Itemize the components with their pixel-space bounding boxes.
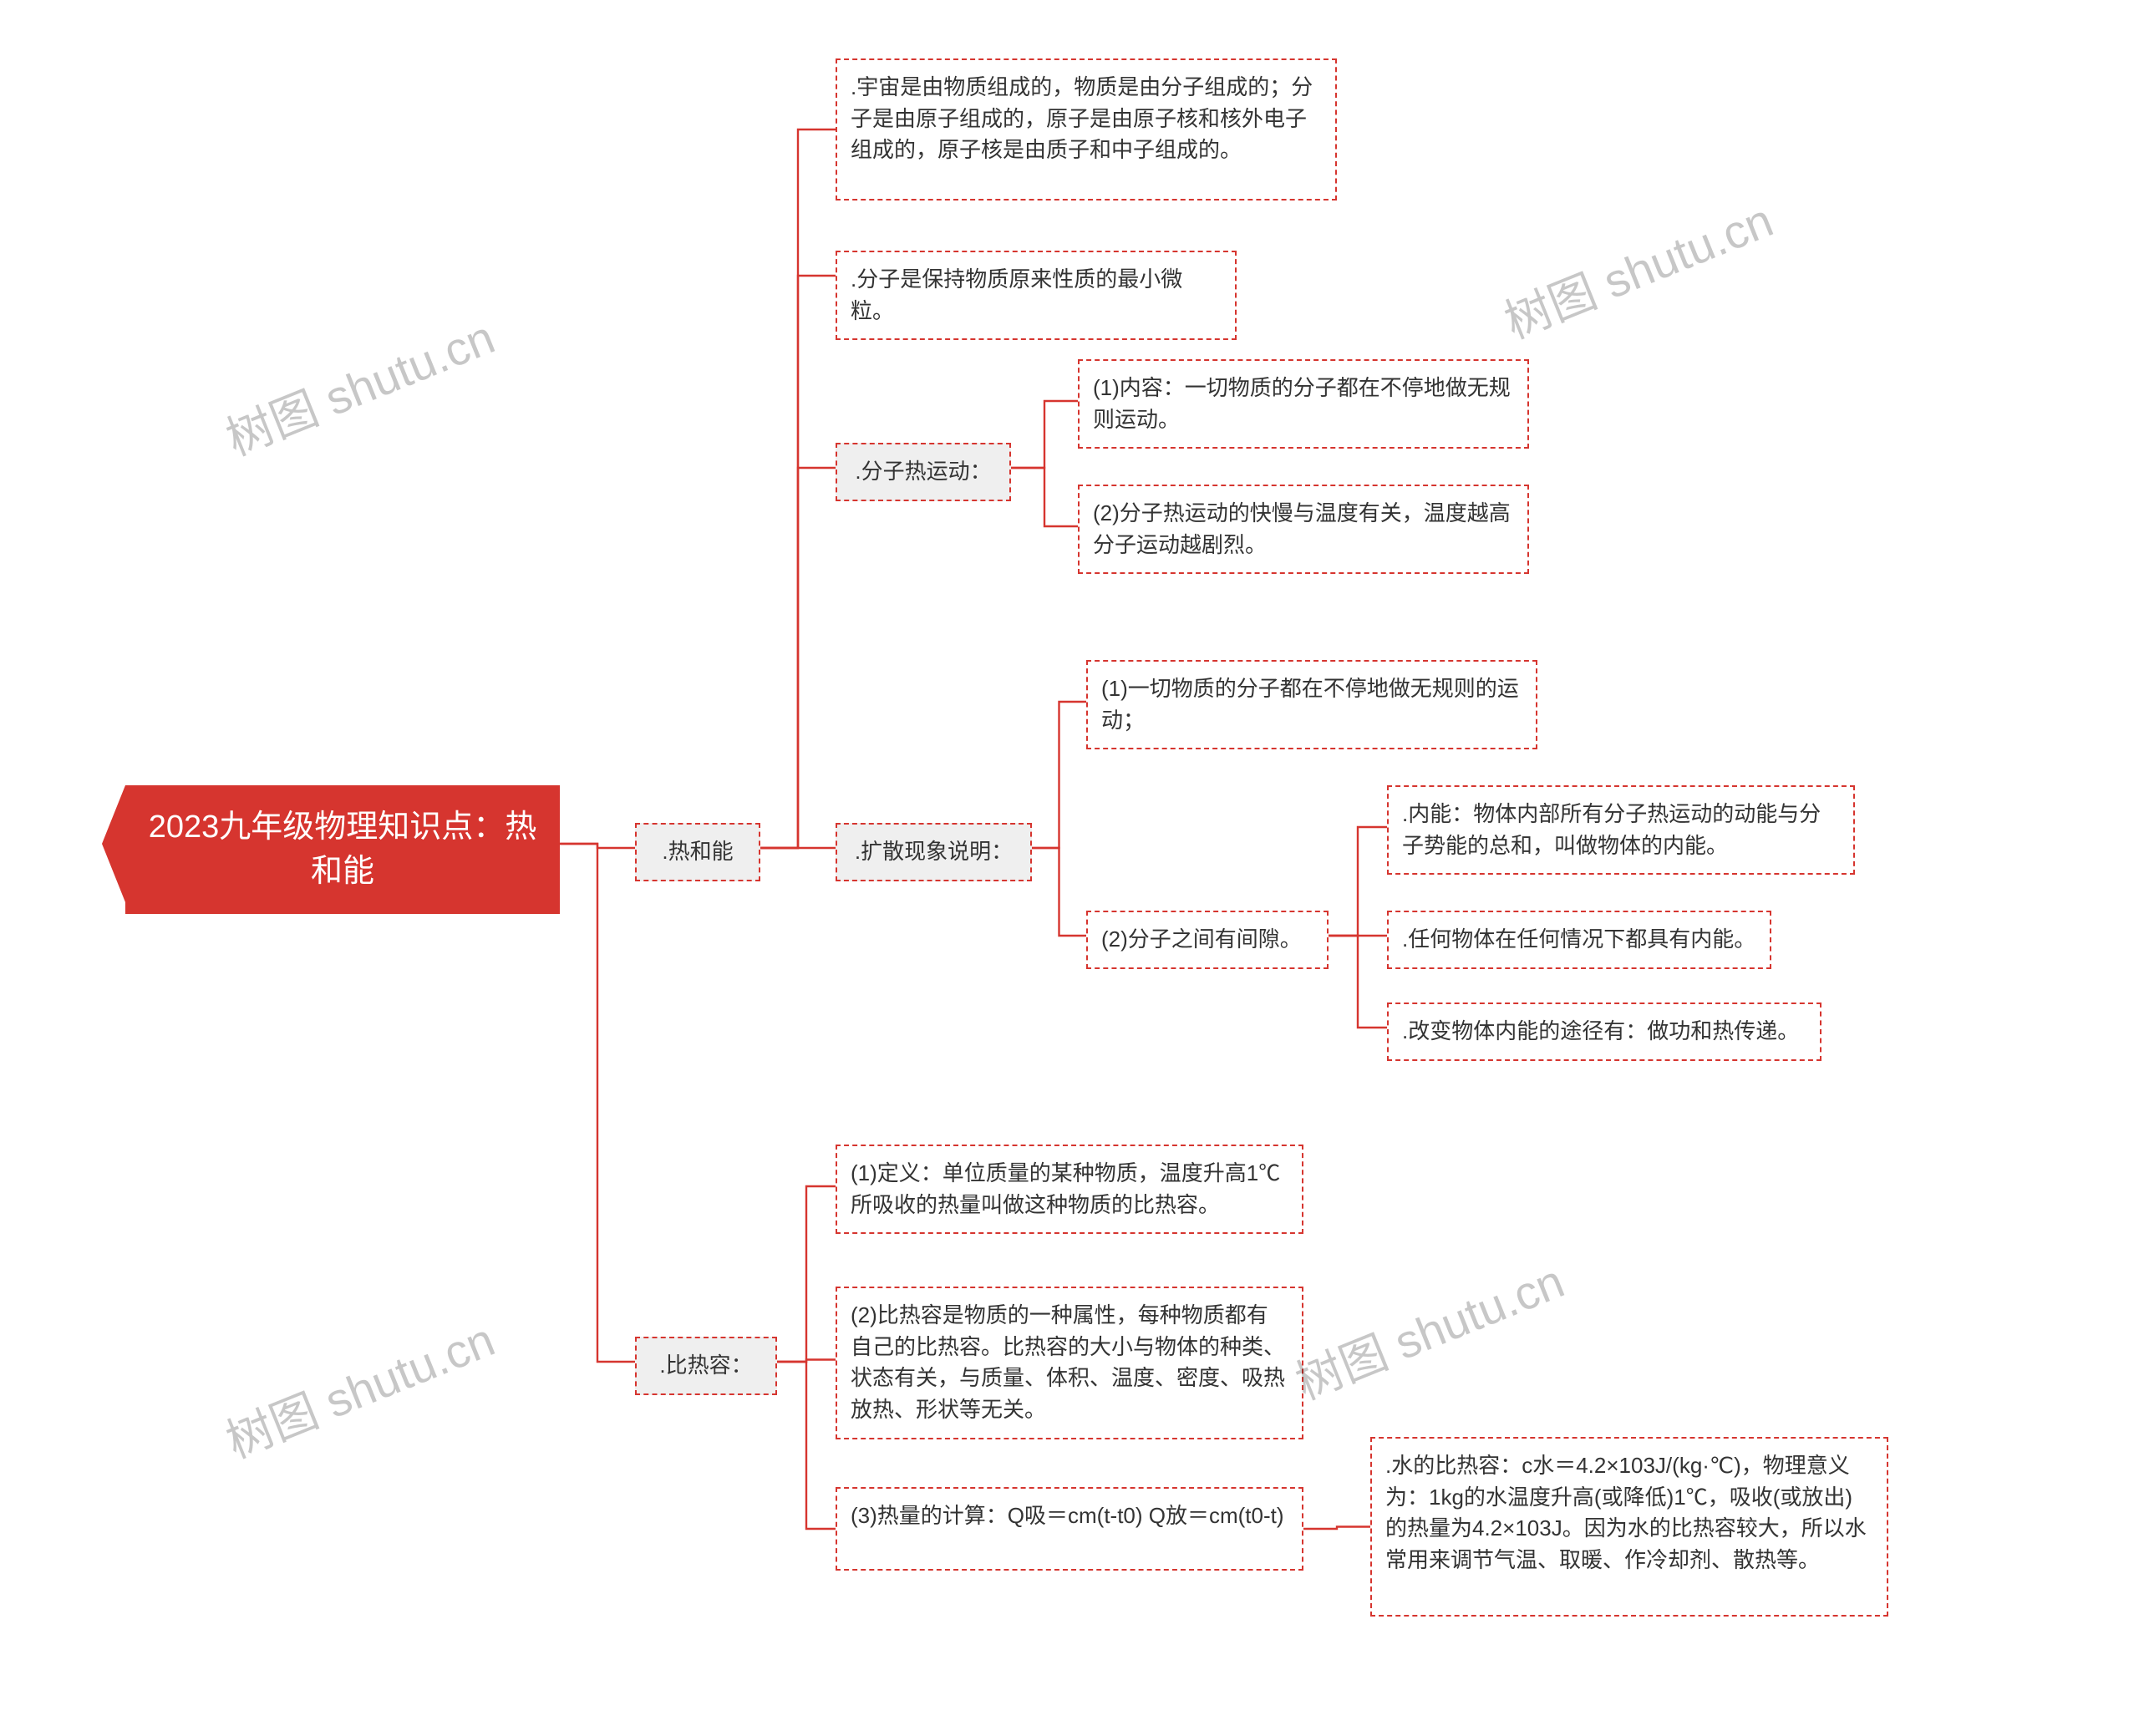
watermark: 树图 shutu.cn <box>1284 1244 1572 1413</box>
node-heat-energy: .热和能 <box>635 823 760 881</box>
node-a3-1: (1)内容：一切物质的分子都在不停地做无规则运动。 <box>1078 359 1529 449</box>
node-a4-1: (1)一切物质的分子都在不停地做无规则的运动； <box>1086 660 1537 749</box>
node-a4: .扩散现象说明： <box>836 823 1032 881</box>
node-b3: (3)热量的计算：Q吸＝cm(t-t0) Q放＝cm(t0-t) <box>836 1487 1303 1571</box>
node-specific-heat: .比热容： <box>635 1337 777 1395</box>
node-a4-2c: .改变物体内能的途径有：做功和热传递。 <box>1387 1003 1821 1061</box>
node-a4-2b: .任何物体在任何情况下都具有内能。 <box>1387 911 1771 969</box>
watermark: 树图 shutu.cn <box>1493 183 1781 352</box>
node-a4-2: (2)分子之间有间隙。 <box>1086 911 1329 969</box>
watermark: 树图 shutu.cn <box>215 1302 503 1471</box>
node-b3a: .水的比热容：c水＝4.2×103J/(kg·℃)，物理意义为：1kg的水温度升… <box>1370 1437 1888 1617</box>
watermark: 树图 shutu.cn <box>215 300 503 469</box>
node-b1: (1)定义：单位质量的某种物质，温度升高1℃所吸收的热量叫做这种物质的比热容。 <box>836 1145 1303 1234</box>
root-node: 2023九年级物理知识点：热和能 <box>125 785 560 914</box>
node-a4-2a: .内能：物体内部所有分子热运动的动能与分子势能的总和，叫做物体的内能。 <box>1387 785 1855 875</box>
node-a3-2: (2)分子热运动的快慢与温度有关，温度越高分子运动越剧烈。 <box>1078 485 1529 574</box>
node-a1: .宇宙是由物质组成的，物质是由分子组成的；分子是由原子组成的，原子是由原子核和核… <box>836 58 1337 201</box>
node-a3: .分子热运动： <box>836 443 1011 501</box>
node-a2: .分子是保持物质原来性质的最小微粒。 <box>836 251 1237 340</box>
node-b2: (2)比热容是物质的一种属性，每种物质都有自己的比热容。比热容的大小与物体的种类… <box>836 1287 1303 1439</box>
